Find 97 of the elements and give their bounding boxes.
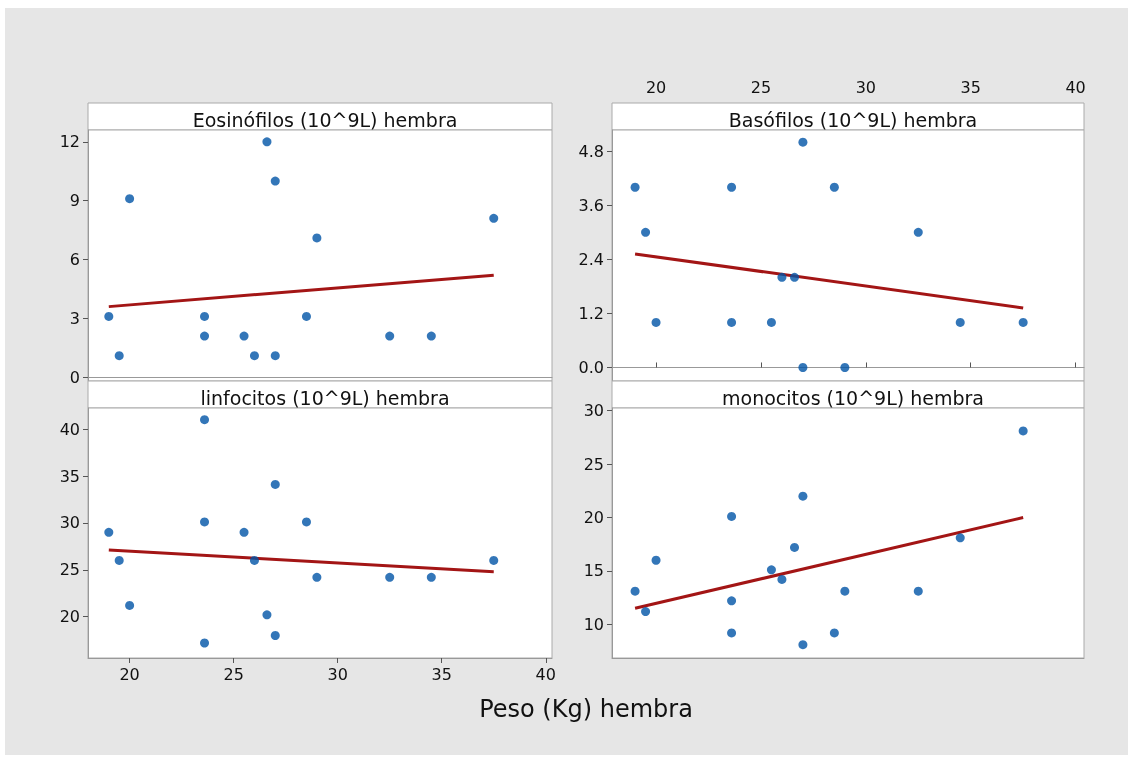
point — [727, 628, 737, 638]
y-tick-label: 15 — [583, 561, 604, 581]
point — [200, 517, 210, 527]
point — [385, 331, 395, 341]
point — [913, 586, 923, 596]
y-tick-label: 4.8 — [578, 141, 604, 161]
point — [955, 533, 965, 543]
point — [1018, 426, 1028, 436]
y-tick-label: 35 — [59, 466, 80, 486]
point — [426, 572, 436, 582]
point — [125, 194, 135, 204]
point — [262, 610, 272, 620]
y-tick-label: 20 — [583, 508, 604, 528]
y-tick-label: 25 — [583, 454, 604, 474]
chart-title: monocitos (10^9L) hembra — [722, 386, 984, 409]
point — [766, 317, 776, 327]
point — [641, 227, 651, 237]
point — [1018, 317, 1028, 327]
point — [489, 213, 499, 223]
point — [798, 137, 808, 147]
x-tick-label: 40 — [535, 664, 556, 684]
point — [790, 542, 800, 552]
point — [125, 600, 135, 610]
y-tick-label: 3 — [69, 308, 80, 328]
y-tick-label: 0 — [69, 367, 80, 387]
point — [955, 317, 965, 327]
point — [798, 491, 808, 501]
point — [312, 572, 322, 582]
point — [840, 362, 850, 372]
point — [104, 311, 114, 321]
point — [641, 607, 651, 617]
point — [630, 586, 640, 596]
x-tick-label: 20 — [645, 77, 667, 97]
point — [262, 137, 272, 147]
x-tick-label: 25 — [223, 664, 244, 684]
point — [301, 311, 311, 321]
y-tick-label: 25 — [59, 560, 80, 580]
point — [777, 574, 787, 584]
point — [913, 227, 923, 237]
point — [270, 630, 280, 640]
y-tick-label: 30 — [59, 513, 80, 533]
point — [200, 415, 210, 425]
y-tick-label: 9 — [69, 191, 80, 211]
point — [727, 182, 737, 192]
point — [840, 586, 850, 596]
point — [249, 351, 259, 361]
y-tick-label: 30 — [583, 401, 604, 421]
chart-title: Basófilos (10^9L) hembra — [728, 108, 978, 131]
point — [114, 555, 124, 565]
point — [312, 233, 322, 243]
x-tick-label: 30 — [327, 664, 348, 684]
point — [114, 351, 124, 361]
y-tick-label: 20 — [59, 607, 80, 627]
point — [798, 640, 808, 650]
chart-title: Eosinófilos (10^9L) hembra — [192, 108, 458, 131]
point — [790, 272, 800, 282]
point — [385, 572, 395, 582]
y-tick-label: 2.4 — [578, 249, 604, 269]
point — [239, 331, 249, 341]
point — [239, 527, 249, 537]
point — [798, 362, 808, 372]
point — [426, 331, 436, 341]
point — [766, 565, 776, 575]
x-tick-label: 30 — [855, 77, 877, 97]
x-tick-label: 25 — [750, 77, 772, 97]
point — [200, 331, 210, 341]
point — [727, 511, 737, 521]
point — [270, 176, 280, 186]
point — [727, 317, 737, 327]
point — [104, 527, 114, 537]
point — [651, 555, 661, 565]
point — [829, 182, 839, 192]
point — [200, 311, 210, 321]
point — [727, 596, 737, 606]
point — [829, 628, 839, 638]
x-tick-label: 20 — [119, 664, 140, 684]
point — [489, 555, 499, 565]
point — [777, 272, 787, 282]
y-tick-label: 1.2 — [578, 303, 604, 323]
x-tick-label: 35 — [431, 664, 452, 684]
point — [200, 638, 210, 648]
point — [270, 351, 280, 361]
y-tick-label: 6 — [69, 250, 80, 270]
y-tick-label: 3.6 — [578, 195, 604, 215]
chart-title: linfocitos (10^9L) hembra — [200, 386, 450, 409]
point — [651, 317, 661, 327]
point — [270, 479, 280, 489]
y-tick-label: 40 — [59, 419, 80, 439]
y-tick-label: 12 — [59, 132, 80, 152]
point — [630, 182, 640, 192]
y-tick-label: 10 — [583, 614, 604, 634]
x-tick-label: 35 — [960, 77, 981, 97]
point — [249, 555, 259, 565]
x-tick-label: 40 — [1065, 77, 1086, 97]
y-tick-label: 0.0 — [578, 357, 604, 377]
x-axis-title: Peso (Kg) hembra — [478, 695, 694, 723]
point — [301, 517, 311, 527]
